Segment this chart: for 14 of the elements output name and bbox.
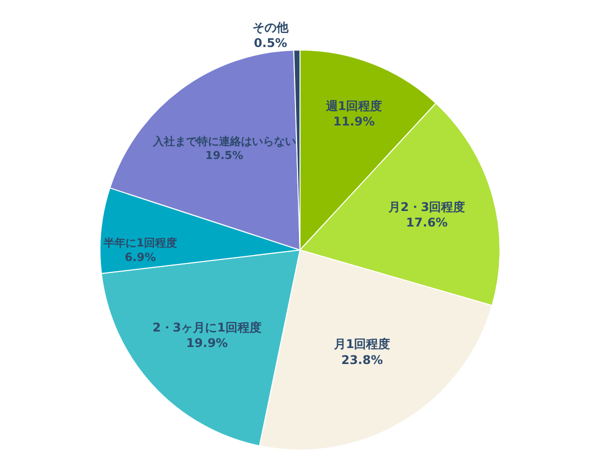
- data-label: 17.6%: [406, 216, 448, 230]
- slice-label: 半年に1回程度: [102, 236, 178, 250]
- slice-label: 2・3ヶ月に1回程度: [152, 320, 262, 335]
- data-label: 19.9%: [186, 336, 228, 350]
- data-label: 23.8%: [341, 352, 383, 367]
- slice-label: 月2・3回程度: [388, 200, 466, 214]
- data-label: 19.5%: [205, 149, 244, 162]
- data-label: 11.9%: [333, 114, 375, 128]
- slice-label: 週1回程度: [324, 98, 382, 113]
- slice-label: その他: [252, 20, 290, 34]
- data-label: 6.9%: [124, 251, 156, 264]
- data-label: 0.5%: [254, 36, 288, 50]
- slice-label: 月1回程度: [332, 337, 390, 352]
- slice-label: 入社まで特に連絡はいらない: [152, 134, 296, 148]
